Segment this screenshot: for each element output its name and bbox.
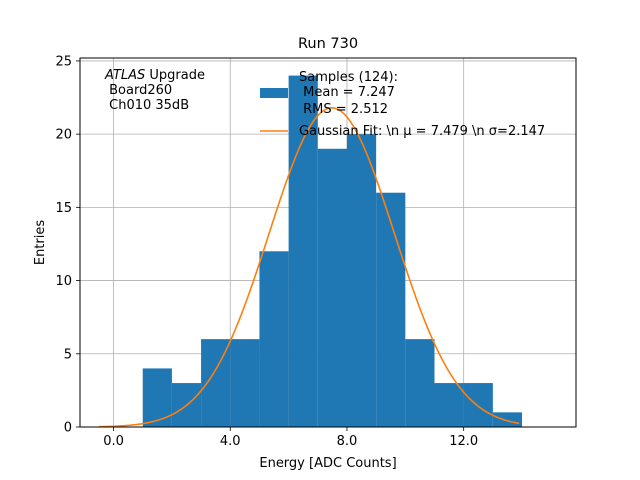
fit-curve xyxy=(98,106,520,428)
histogram-bar xyxy=(434,383,464,427)
legend-samples-label: Samples (124): xyxy=(299,70,398,85)
atlas-annotation: ATLAS Upgrade Board260 Ch010 35dB xyxy=(104,68,205,113)
axis-ticks: 0.0 4.0 8.0 12.0 0 5 10 15 20 25 xyxy=(55,54,478,449)
annotation-line-board: Board260 xyxy=(105,83,172,98)
histogram-bar xyxy=(405,339,435,427)
histogram-bars xyxy=(142,75,523,428)
legend-mean-label: Mean = 7.247 xyxy=(299,85,395,100)
histogram-bar xyxy=(492,412,523,427)
histogram-bar xyxy=(288,75,318,428)
y-tick-label: 20 xyxy=(55,128,72,143)
y-tick-label: 5 xyxy=(64,347,72,362)
x-tick-label: 8.0 xyxy=(337,434,358,449)
atlas-label: ATLAS xyxy=(104,68,145,83)
legend-rms-label: RMS = 2.512 xyxy=(299,102,388,117)
y-tick-label: 25 xyxy=(55,54,72,69)
histogram-bar xyxy=(346,134,377,427)
annotation-line-channel: Ch010 35dB xyxy=(105,98,189,113)
y-axis-label: Entries xyxy=(33,220,48,266)
histogram-bar xyxy=(230,339,260,427)
annotation-line-atlas: ATLAS Upgrade xyxy=(104,68,205,83)
legend-fit-label: Gaussian Fit: \n μ = 7.479 \n σ=2.147 xyxy=(299,124,545,139)
x-axis-label: Energy [ADC Counts] xyxy=(259,456,396,471)
legend-samples-swatch xyxy=(260,88,288,98)
histogram-bar xyxy=(259,251,289,427)
x-tick-label: 4.0 xyxy=(220,434,241,449)
gaussian-fit xyxy=(98,106,520,428)
histogram-bar xyxy=(376,192,406,427)
upgrade-label: Upgrade xyxy=(145,68,205,83)
y-tick-label: 15 xyxy=(55,201,72,216)
histogram-bar xyxy=(463,383,493,427)
histogram-bar xyxy=(317,148,347,428)
histogram-bar xyxy=(142,368,172,427)
x-tick-label: 0.0 xyxy=(103,434,124,449)
chart-title: Run 730 xyxy=(298,36,358,52)
y-tick-label: 0 xyxy=(64,421,72,436)
legend: Samples (124): Mean = 7.247 RMS = 2.512 … xyxy=(260,70,545,139)
plot-frame xyxy=(79,57,577,428)
x-tick-label: 12.0 xyxy=(449,434,478,449)
y-tick-label: 10 xyxy=(55,274,72,289)
histogram-bar xyxy=(201,339,231,427)
